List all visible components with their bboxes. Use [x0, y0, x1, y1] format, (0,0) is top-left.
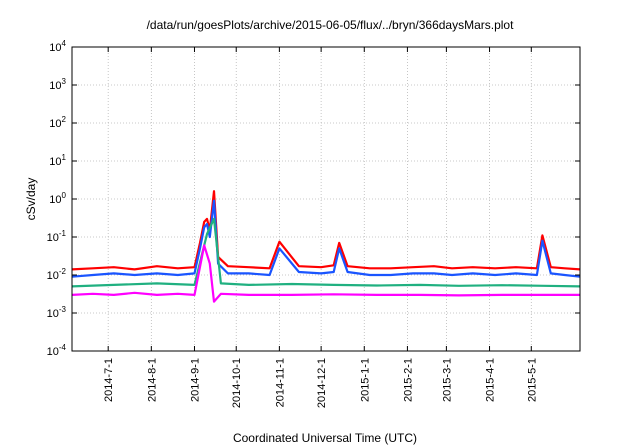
y-tick-label: 10-3: [47, 305, 67, 320]
x-tick-label: 2014-8-1: [146, 358, 158, 402]
grid: [72, 47, 580, 351]
x-tick-label: 2015-3-1: [441, 358, 453, 402]
series-line-1: [71, 190, 581, 271]
x-tick-label: 2014-12-1: [316, 358, 328, 408]
x-tick-label: 2014-11-1: [274, 358, 286, 407]
x-tick-label: 2014-10-1: [231, 358, 243, 408]
x-tick-label: 2015-4-1: [485, 358, 497, 402]
series-line-4: [71, 244, 580, 303]
x-tick-label: 2014-7-1: [103, 358, 115, 402]
series-line-2: [71, 199, 581, 278]
y-axis: 10-4 10-3 10-2 10-1 100 101 102 103 104: [47, 39, 580, 358]
series-layer: [71, 190, 581, 303]
x-tick-label: 2014-9-1: [189, 358, 201, 402]
x-tick-label: 2015-5-1: [526, 358, 538, 402]
y-tick-label: 10-4: [47, 343, 67, 358]
y-tick-label: 101: [49, 153, 66, 168]
y-tick-label: 10-1: [47, 229, 67, 244]
y-tick-label: 103: [49, 77, 66, 92]
x-tick-label: 2015-2-1: [402, 358, 414, 402]
series-line-3: [71, 217, 581, 288]
y-tick-label: 10-2: [47, 267, 67, 282]
y-tick-label: 104: [49, 39, 66, 54]
chart-title: /data/run/goesPlots/archive/2015-06-05/f…: [147, 18, 515, 32]
y-axis-label: cSv/day: [24, 178, 38, 221]
x-tick-label: 2015-1-1: [359, 358, 371, 402]
y-tick-label: 102: [49, 115, 66, 130]
plot-frame: [71, 46, 581, 352]
x-axis-label: Coordinated Universal Time (UTC): [233, 431, 417, 445]
y-tick-label: 100: [49, 191, 66, 206]
x-axis: 2014-7-1 2014-8-1 2014-9-1 2014-10-1 2014-11…: [103, 47, 538, 408]
